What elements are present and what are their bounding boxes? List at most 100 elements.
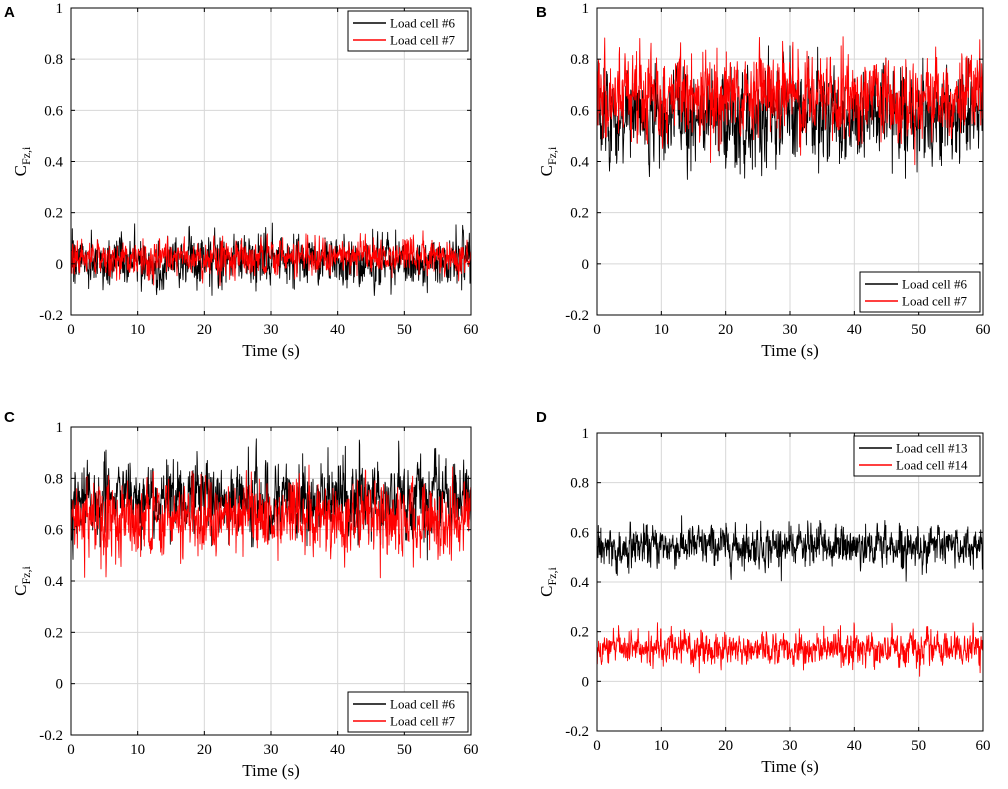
legend-box xyxy=(347,10,469,52)
series-line-1 xyxy=(596,515,984,582)
x-tick-label: 0 xyxy=(593,738,601,754)
legend-label: Load cell #7 xyxy=(390,33,455,48)
legend-label: Load cell #14 xyxy=(896,458,968,473)
x-tick-label: 30 xyxy=(264,322,279,338)
y-axis-label-subscript: Fz,i xyxy=(545,146,559,165)
y-tick-label: 0.8 xyxy=(570,476,589,492)
y-axis-label-main: C xyxy=(11,585,30,596)
panel-letter: C xyxy=(4,409,15,426)
x-tick-label: 50 xyxy=(911,322,926,338)
y-tick-label: 0.2 xyxy=(570,206,589,222)
y-tick-label: 0 xyxy=(582,257,590,273)
legend-label: Load cell #6 xyxy=(390,697,455,712)
x-tick-label: 50 xyxy=(397,322,412,338)
x-tick-label: 50 xyxy=(397,742,412,758)
y-axis-label-subscript: Fz,i xyxy=(545,567,559,586)
y-axis-label-main: C xyxy=(537,165,556,176)
y-tick-label: 0.6 xyxy=(44,523,63,539)
x-axis-label: Time (s) xyxy=(242,761,299,780)
legend-label: Load cell #6 xyxy=(902,277,967,292)
y-tick-label: 0.4 xyxy=(44,574,63,590)
x-tick-label: 20 xyxy=(718,738,733,754)
y-tick-label: 1 xyxy=(56,420,64,436)
y-axis-label: CFz,i xyxy=(11,146,33,176)
y-tick-label: 0.4 xyxy=(44,155,63,171)
y-tick-label: 1 xyxy=(582,1,590,17)
y-axis-label-main: C xyxy=(11,165,30,176)
x-tick-label: 20 xyxy=(718,322,733,338)
y-tick-label: -0.2 xyxy=(565,724,589,740)
y-axis-label: CFz,i xyxy=(537,567,559,597)
y-tick-label: 0.8 xyxy=(570,52,589,68)
legend: Load cell #6 Load cell #7 xyxy=(347,10,469,52)
y-tick-label: 0.6 xyxy=(570,103,589,119)
x-axis-label: Time (s) xyxy=(242,341,299,360)
x-tick-label: 60 xyxy=(464,322,479,338)
y-tick-label: -0.2 xyxy=(39,308,63,324)
legend-label: Load cell #13 xyxy=(896,441,967,456)
y-tick-label: 0.6 xyxy=(570,525,589,541)
x-tick-label: 30 xyxy=(783,322,798,338)
legend-label: Load cell #7 xyxy=(902,294,967,309)
panel-letter: A xyxy=(4,4,15,21)
legend-box xyxy=(859,271,981,313)
y-axis-label-subscript: Fz,i xyxy=(19,566,33,585)
y-tick-label: 0 xyxy=(56,677,64,693)
y-axis-label-subscript: Fz,i xyxy=(19,146,33,165)
series-line-2 xyxy=(596,622,984,677)
x-tick-label: 40 xyxy=(330,322,345,338)
y-tick-label: 0.2 xyxy=(44,625,63,641)
x-tick-label: 20 xyxy=(197,322,212,338)
panel-letter: B xyxy=(536,4,547,21)
y-tick-label: -0.2 xyxy=(39,728,63,744)
y-tick-label: -0.2 xyxy=(565,308,589,324)
legend-box xyxy=(347,691,469,733)
x-tick-label: 60 xyxy=(976,738,991,754)
y-tick-label: 0.2 xyxy=(570,625,589,641)
x-tick-label: 30 xyxy=(264,742,279,758)
x-tick-label: 20 xyxy=(197,742,212,758)
x-tick-label: 60 xyxy=(976,322,991,338)
series-line-2 xyxy=(70,230,472,287)
legend: Load cell #6 Load cell #7 xyxy=(347,691,469,733)
x-tick-label: 0 xyxy=(67,742,75,758)
y-tick-label: 0.8 xyxy=(44,52,63,68)
y-tick-label: 0 xyxy=(582,674,590,690)
x-tick-label: 0 xyxy=(67,322,75,338)
x-tick-label: 50 xyxy=(911,738,926,754)
y-tick-label: 1 xyxy=(582,426,590,442)
legend-label: Load cell #6 xyxy=(390,16,455,31)
y-axis-label: CFz,i xyxy=(11,566,33,596)
panel-letter: D xyxy=(536,409,547,426)
legend-box xyxy=(853,435,981,477)
y-tick-label: 0.8 xyxy=(44,471,63,487)
x-tick-label: 60 xyxy=(464,742,479,758)
legend-label: Load cell #7 xyxy=(390,714,455,729)
series-line-2 xyxy=(596,36,984,166)
x-axis-label: Time (s) xyxy=(761,341,818,360)
y-tick-label: 1 xyxy=(56,1,64,17)
legend: Load cell #6 Load cell #7 xyxy=(859,271,981,313)
y-tick-label: 0.2 xyxy=(44,206,63,222)
series-line-2 xyxy=(70,464,472,579)
x-tick-label: 10 xyxy=(130,322,145,338)
x-axis-label: Time (s) xyxy=(761,757,818,776)
x-tick-label: 10 xyxy=(130,742,145,758)
y-axis-label-main: C xyxy=(537,586,556,597)
y-tick-label: 0.4 xyxy=(570,155,589,171)
x-tick-label: 10 xyxy=(654,738,669,754)
y-tick-label: 0 xyxy=(56,257,64,273)
x-tick-label: 10 xyxy=(654,322,669,338)
legend: Load cell #13 Load cell #14 xyxy=(853,435,981,477)
y-tick-label: 0.6 xyxy=(44,103,63,119)
y-tick-label: 0.4 xyxy=(570,575,589,591)
x-tick-label: 0 xyxy=(593,322,601,338)
x-tick-label: 30 xyxy=(783,738,798,754)
x-tick-label: 40 xyxy=(847,738,862,754)
x-tick-label: 40 xyxy=(330,742,345,758)
